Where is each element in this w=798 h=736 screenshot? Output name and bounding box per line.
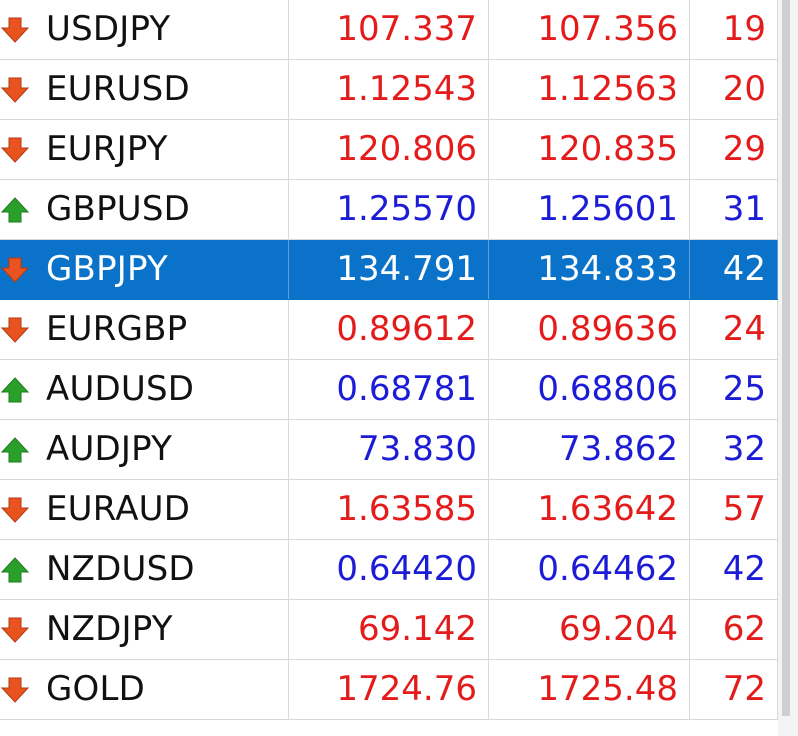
down-arrow-icon — [0, 17, 30, 43]
ask-price: 1.12563 — [489, 60, 690, 119]
down-arrow-icon — [0, 497, 30, 523]
ask-price: 1.63642 — [489, 480, 690, 539]
symbol-label: GBPJPY — [46, 249, 168, 289]
symbol-label: AUDUSD — [46, 369, 195, 409]
up-arrow-icon — [0, 197, 30, 223]
bid-price: 107.337 — [289, 0, 489, 59]
table-row-selected[interactable]: GBPJPY 134.791 134.833 42 — [0, 240, 778, 300]
up-arrow-icon — [0, 557, 30, 583]
table-row[interactable]: EURAUD 1.63585 1.63642 57 — [0, 480, 778, 540]
ask-price: 69.204 — [489, 600, 690, 659]
ask-price: 0.64462 — [489, 540, 690, 599]
bid-price: 1.12543 — [289, 60, 489, 119]
ask-price: 1.25601 — [489, 180, 690, 239]
ask-price: 0.68806 — [489, 360, 690, 419]
ask-price: 0.89636 — [489, 300, 690, 359]
symbol-label: NZDJPY — [46, 609, 173, 649]
bid-price: 1724.76 — [289, 660, 489, 719]
bid-price: 120.806 — [289, 120, 489, 179]
table-row[interactable]: AUDUSD 0.68781 0.68806 25 — [0, 360, 778, 420]
symbol-label: NZDUSD — [46, 549, 195, 589]
ask-price: 1725.48 — [489, 660, 690, 719]
symbol-label: GBPUSD — [46, 189, 191, 229]
spread-value: 24 — [690, 300, 778, 359]
spread-value: 57 — [690, 480, 778, 539]
bid-price: 1.25570 — [289, 180, 489, 239]
table-row[interactable]: EURUSD 1.12543 1.12563 20 — [0, 60, 778, 120]
down-arrow-icon — [0, 257, 30, 283]
table-row[interactable]: NZDJPY 69.142 69.204 62 — [0, 600, 778, 660]
symbol-label: EURJPY — [46, 129, 168, 169]
table-row[interactable]: GBPUSD 1.25570 1.25601 31 — [0, 180, 778, 240]
down-arrow-icon — [0, 677, 30, 703]
spread-value: 29 — [690, 120, 778, 179]
ask-price: 134.833 — [489, 240, 690, 299]
ask-price: 73.862 — [489, 420, 690, 479]
spread-value: 32 — [690, 420, 778, 479]
up-arrow-icon — [0, 437, 30, 463]
spread-value: 42 — [690, 540, 778, 599]
table-row[interactable]: GOLD 1724.76 1725.48 72 — [0, 660, 778, 720]
bid-price: 0.89612 — [289, 300, 489, 359]
up-arrow-icon — [0, 377, 30, 403]
spread-value: 62 — [690, 600, 778, 659]
table-row[interactable]: USDJPY 107.337 107.356 19 — [0, 0, 778, 60]
down-arrow-icon — [0, 617, 30, 643]
spread-value: 72 — [690, 660, 778, 719]
symbol-label: EURAUD — [46, 489, 191, 529]
down-arrow-icon — [0, 77, 30, 103]
symbol-label: GOLD — [46, 669, 146, 709]
bid-price: 1.63585 — [289, 480, 489, 539]
spread-value: 31 — [690, 180, 778, 239]
spread-value: 25 — [690, 360, 778, 419]
table-row[interactable]: NZDUSD 0.64420 0.64462 42 — [0, 540, 778, 600]
table-row[interactable]: EURJPY 120.806 120.835 29 — [0, 120, 778, 180]
symbol-label: USDJPY — [46, 9, 171, 49]
scrollbar-thumb[interactable] — [782, 0, 790, 716]
bid-price: 0.68781 — [289, 360, 489, 419]
symbol-label: AUDJPY — [46, 429, 173, 469]
ask-price: 107.356 — [489, 0, 690, 59]
spread-value: 42 — [690, 240, 778, 299]
symbol-label: EURUSD — [46, 69, 190, 109]
bid-price: 0.64420 — [289, 540, 489, 599]
table-row[interactable]: EURGBP 0.89612 0.89636 24 — [0, 300, 778, 360]
down-arrow-icon — [0, 137, 30, 163]
symbol-label: EURGBP — [46, 309, 188, 349]
bid-price: 69.142 — [289, 600, 489, 659]
bid-price: 73.830 — [289, 420, 489, 479]
table-row[interactable]: AUDJPY 73.830 73.862 32 — [0, 420, 778, 480]
spread-value: 19 — [690, 0, 778, 59]
ask-price: 120.835 — [489, 120, 690, 179]
quotes-table: USDJPY 107.337 107.356 19 EURUSD 1.12543… — [0, 0, 778, 720]
spread-value: 20 — [690, 60, 778, 119]
bid-price: 134.791 — [289, 240, 489, 299]
down-arrow-icon — [0, 317, 30, 343]
